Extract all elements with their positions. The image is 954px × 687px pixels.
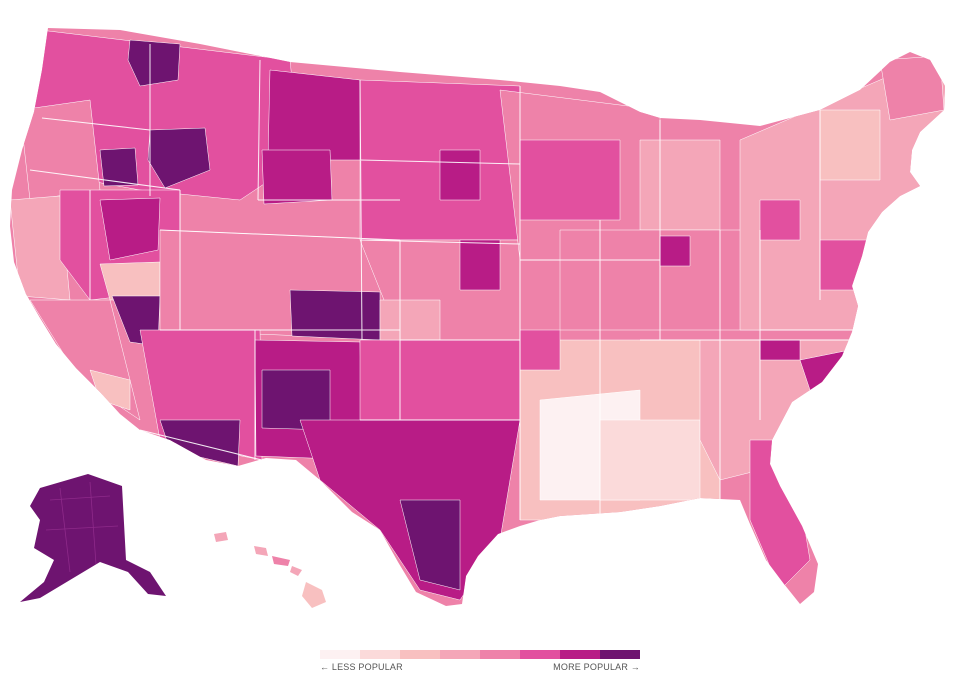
region-patch	[639, 139, 721, 231]
contiguous-us	[10, 28, 945, 606]
region-patch	[759, 199, 801, 241]
region-patch	[99, 147, 139, 187]
region-patch	[267, 69, 363, 161]
legend-more-popular-label: MORE POPULAR →	[553, 662, 640, 672]
region-patch	[659, 235, 691, 267]
region-patch	[19, 99, 101, 201]
region-patch	[459, 239, 501, 291]
region-patch	[399, 499, 461, 591]
hawaii-island	[290, 566, 302, 576]
region-patch	[289, 289, 381, 341]
region-patch	[127, 39, 181, 87]
region-patch	[519, 139, 621, 221]
legend-swatch-3	[400, 650, 440, 659]
region-patch	[749, 439, 811, 591]
region-patch	[759, 339, 801, 361]
alaska-shape	[20, 474, 166, 602]
region-patch	[879, 55, 945, 121]
region-patch	[99, 197, 161, 261]
region-patch	[99, 261, 161, 301]
legend-swatch-8	[600, 650, 640, 659]
legend-swatch-5	[480, 650, 520, 659]
region-patch	[359, 339, 521, 421]
hawaii-island	[254, 546, 268, 556]
region-patches	[10, 29, 945, 601]
state-boundaries	[29, 44, 860, 520]
legend-swatch-7	[560, 650, 600, 659]
region-patch	[439, 149, 481, 201]
legend-less-popular-label: ← LESS POPULAR	[320, 662, 403, 672]
region-patch	[599, 419, 701, 501]
region-patch	[379, 299, 441, 341]
region-patch	[819, 239, 871, 291]
region-patch	[819, 109, 881, 181]
legend-color-scale	[320, 650, 640, 659]
legend: ← LESS POPULAR MORE POPULAR →	[320, 650, 640, 676]
hawaii-island	[214, 532, 228, 542]
legend-swatch-2	[360, 650, 400, 659]
legend-swatch-4	[440, 650, 480, 659]
hawaii-island	[302, 582, 326, 608]
region-patch	[519, 329, 561, 371]
alaska	[20, 474, 166, 602]
us-choropleth-map	[10, 28, 945, 608]
legend-swatch-1	[320, 650, 360, 659]
hawaii-island	[272, 556, 290, 566]
hawaii	[214, 532, 326, 608]
legend-swatch-6	[520, 650, 560, 659]
region-patch	[147, 127, 211, 189]
region-patch	[261, 149, 333, 205]
region-patch	[159, 419, 241, 467]
